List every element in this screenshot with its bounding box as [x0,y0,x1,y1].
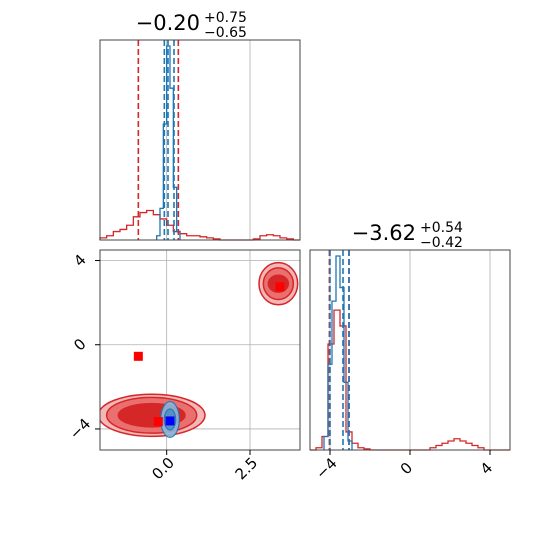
marker-blue-3 [165,416,175,426]
marker-red-2 [153,417,163,427]
hist-2-xtick-label-1: 0 [397,459,416,478]
hist-panel-1: −0.20 +0.75 −0.65 [99,10,301,241]
hist-1-frame [99,39,301,241]
hist-panel-2: −3.62 +0.54 −0.42 −4 0 4 [309,220,511,483]
hist-2-title: −3.62 [352,221,416,245]
contour-xtick-label-1: 2.5 [232,454,262,484]
contour-ytick-label-2: 4 [70,251,89,270]
marker-red-1 [275,282,285,292]
contour-ytick-label-1: 0 [70,335,89,354]
hist-2-hist-blue [323,255,353,450]
hist-1-hist-red [99,209,300,241]
hist-2-xtick-label-0: −4 [312,454,340,482]
contour-panel: 0.0 2.5 −4 0 4 [66,249,301,484]
hist-1-title: −0.20 [136,11,200,35]
hist-1-title-minus: −0.65 [204,25,247,41]
hist-1-title-median: −0.20 [136,11,200,35]
hist-1-title-plus: +0.75 [204,10,247,26]
contour-frame [99,249,301,451]
hist-2-title-plus: +0.54 [420,220,463,236]
contour-xtick-label-0: 0.0 [148,454,178,484]
contour-ytick-label-0: −4 [66,415,94,443]
hist-2-title-median: −3.62 [352,221,416,245]
hist-2-title-minus: −0.42 [420,235,463,251]
hist-2-xtick-label-2: 4 [477,459,496,478]
marker-red-0 [133,351,143,361]
